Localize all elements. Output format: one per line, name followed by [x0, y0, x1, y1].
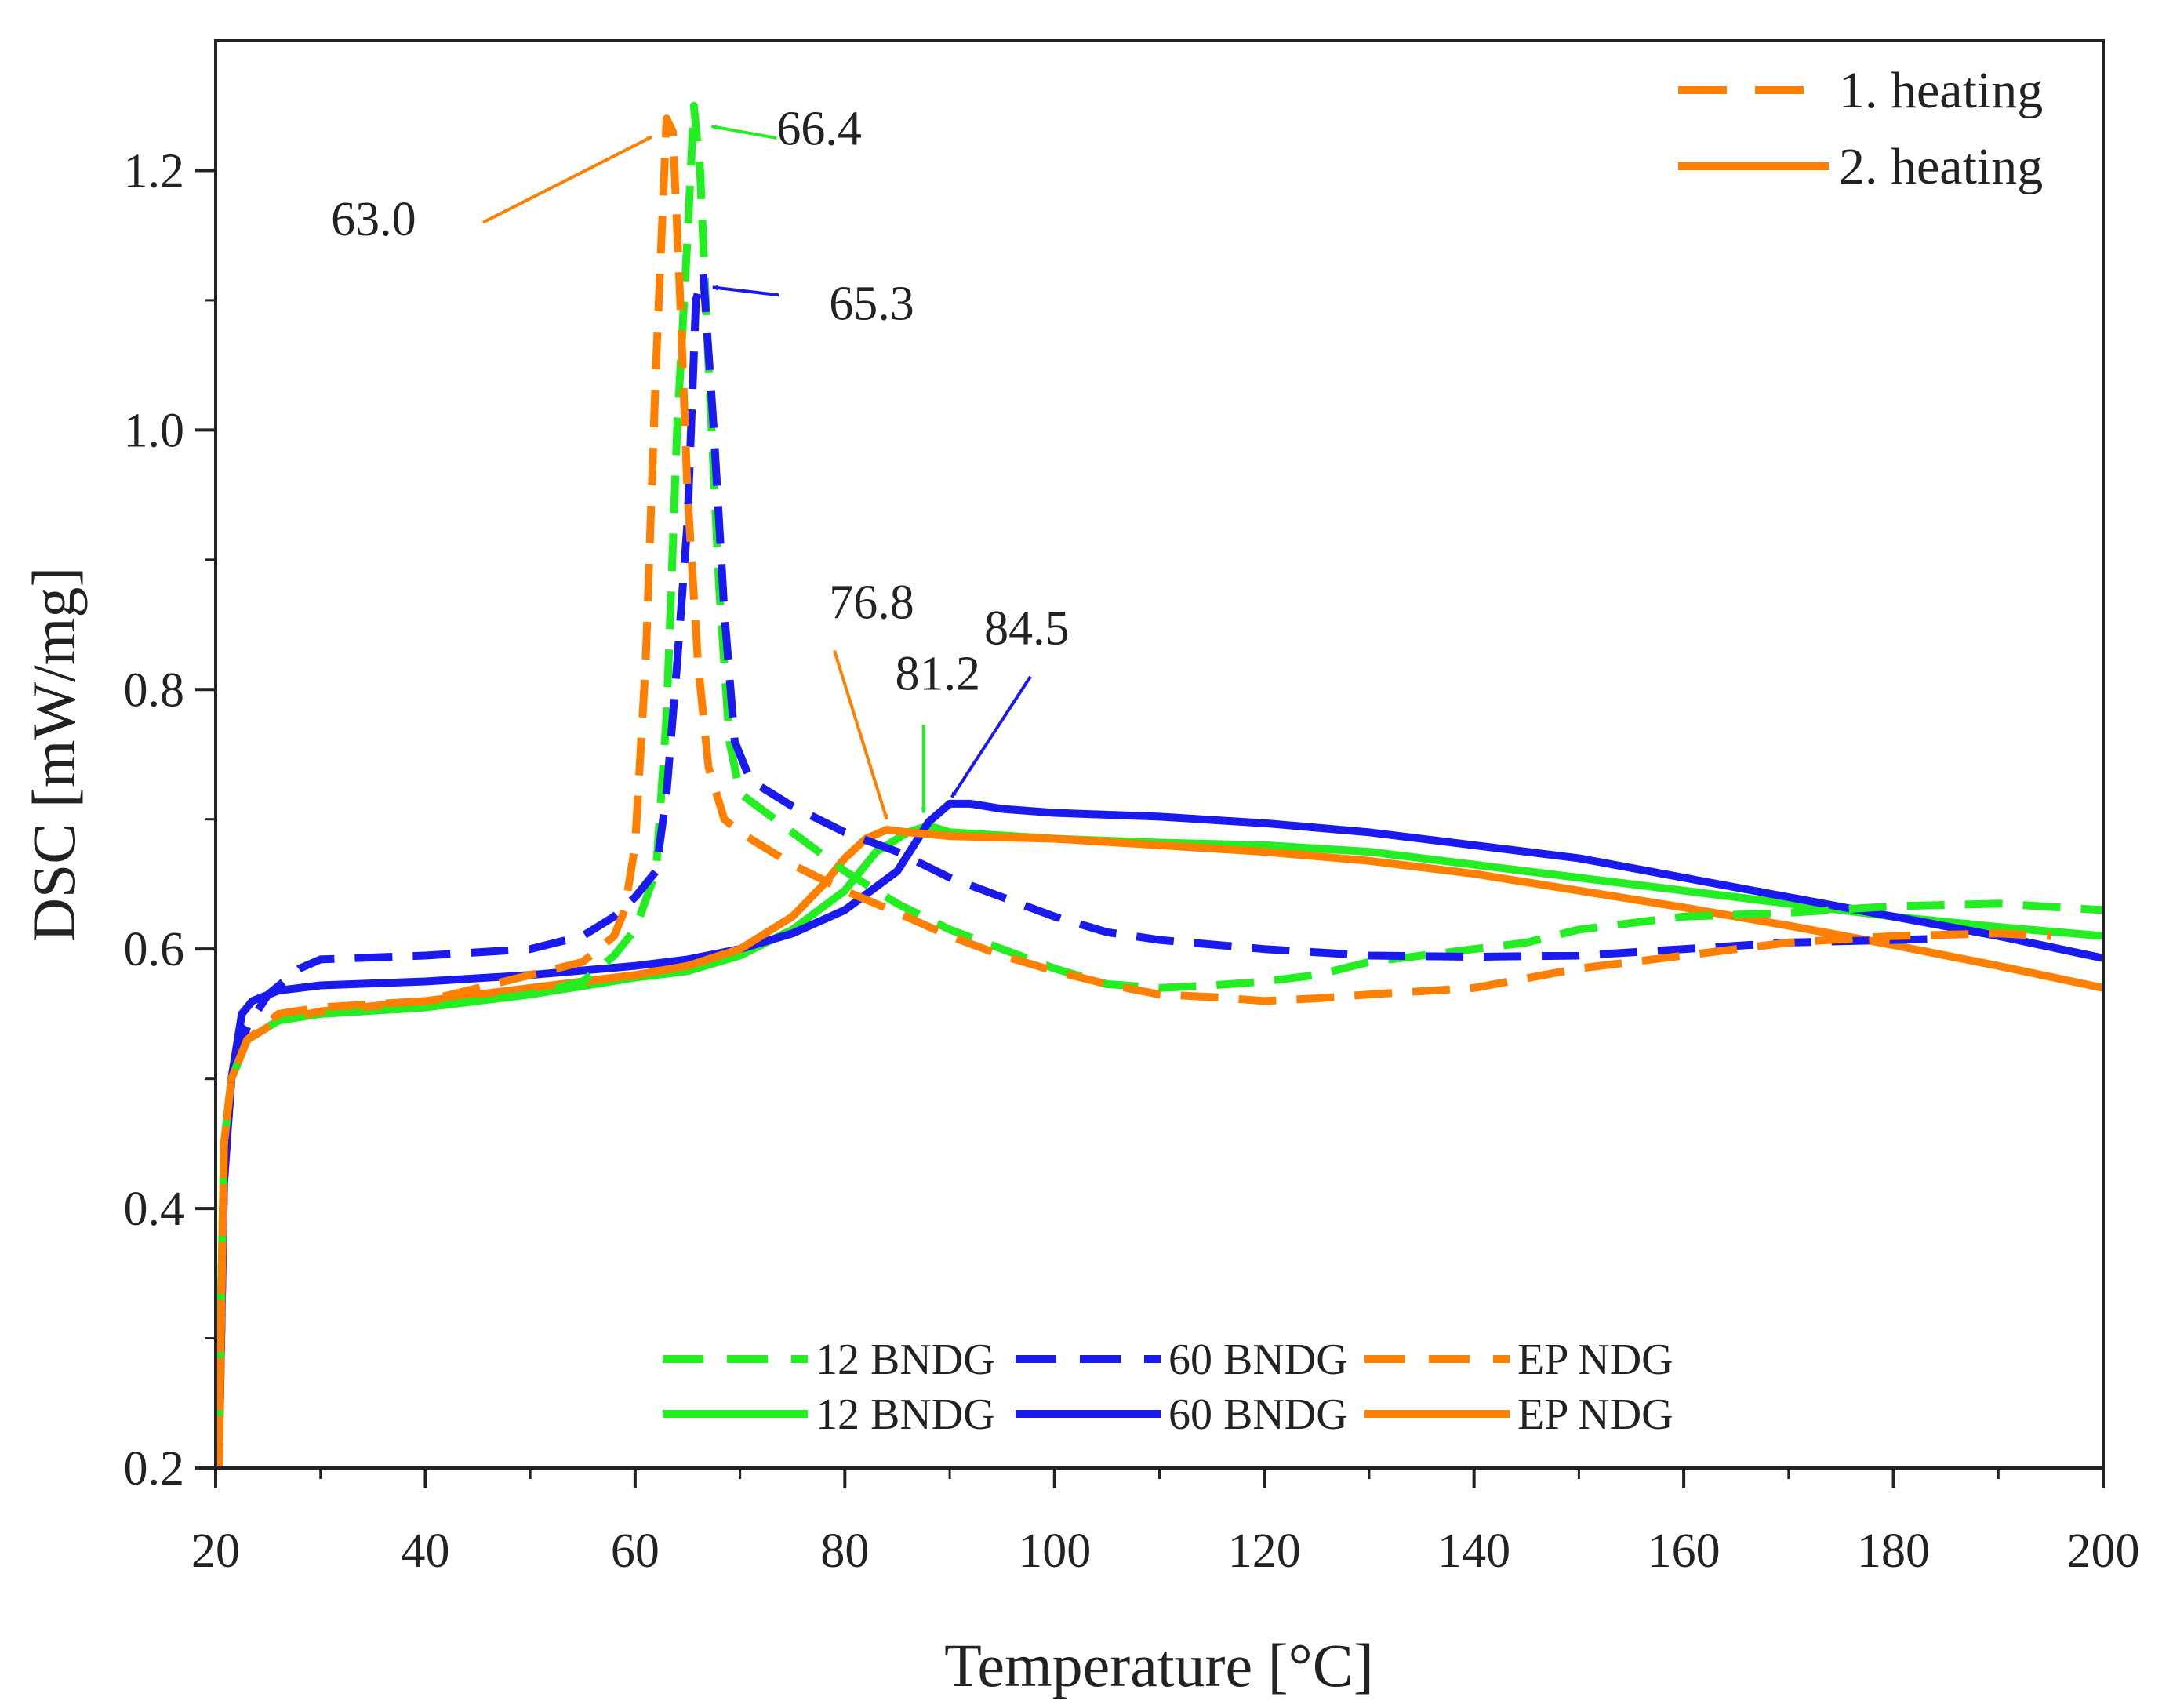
x-tick-label: 40	[401, 1524, 449, 1578]
annotation-arrow	[950, 675, 1032, 798]
series-line-ep-ndg-first-heating	[216, 114, 2051, 1468]
series-legend-label: 12 BNDG	[816, 1390, 995, 1439]
x-tick-label: 200	[2067, 1524, 2140, 1578]
series-line-60-bndg-second-heating	[216, 799, 2103, 1468]
series-line-60-bndg-first-heating	[216, 270, 1946, 1468]
peak-annotation-label: 65.3	[829, 278, 914, 331]
y-tick-label: 0.8	[124, 663, 185, 717]
y-tick-label: 0.4	[124, 1183, 185, 1236]
series-legend: 12 BNDG 60 BNDG EP NDG 12 BNDG 60 BNDG EP NDG	[663, 1336, 1673, 1439]
peak-annotation-label: 81.2	[896, 647, 981, 700]
style-legend: 1. heating 2. heating	[1678, 62, 2043, 195]
series-legend-label: EP NDG	[1517, 1390, 1673, 1439]
x-tick-label: 100	[1018, 1524, 1091, 1578]
peak-annotation-label: 66.4	[776, 102, 861, 155]
x-axis-title: Temperature [°C]	[944, 1631, 1374, 1699]
y-tick-label: 1.2	[124, 144, 185, 198]
style-legend-label: 1. heating	[1839, 62, 2043, 119]
annotation-arrow	[712, 285, 779, 297]
annotation-arrow	[482, 135, 653, 224]
annotation-layer: 63.0 66.4 65.3 76.8 81.284.5	[331, 102, 1070, 820]
series-line-12-bndg-first-heating	[216, 101, 2103, 1416]
peak-annotation-label: 84.5	[984, 601, 1070, 655]
annotation-arrow	[710, 124, 777, 140]
x-tick-label: 180	[1857, 1524, 1930, 1578]
x-tick-label: 80	[820, 1524, 869, 1578]
x-tick-label: 160	[1648, 1524, 1721, 1578]
series-line-ep-ndg-second-heating	[216, 826, 2103, 1468]
x-tick-label: 20	[191, 1524, 240, 1578]
tick-layer: 20 40 60 80 100 120 140 160 180 200 0.2 0.4 0.6 0.8 1.…	[124, 144, 2140, 1578]
series-legend-label: 60 BNDG	[1168, 1336, 1348, 1384]
x-tick-label: 120	[1228, 1524, 1301, 1578]
series-layer	[216, 101, 2103, 1468]
x-tick-label: 60	[611, 1524, 660, 1578]
plot-frame	[214, 39, 2105, 1470]
series-legend-label: EP NDG	[1517, 1336, 1673, 1384]
annotation-arrow	[833, 650, 888, 820]
series-legend-label: 12 BNDG	[816, 1336, 995, 1384]
series-legend-label: 60 BNDG	[1168, 1390, 1348, 1439]
y-tick-label: 0.6	[124, 923, 185, 976]
y-tick-label: 0.2	[124, 1442, 185, 1495]
y-axis-title: DSC [mW/mg]	[20, 567, 88, 943]
style-legend-label: 2. heating	[1839, 138, 2043, 195]
peak-annotation-label: 63.0	[331, 193, 416, 246]
x-tick-label: 140	[1437, 1524, 1510, 1578]
y-tick-label: 1.0	[124, 404, 185, 457]
peak-annotation-label: 76.8	[829, 576, 914, 629]
